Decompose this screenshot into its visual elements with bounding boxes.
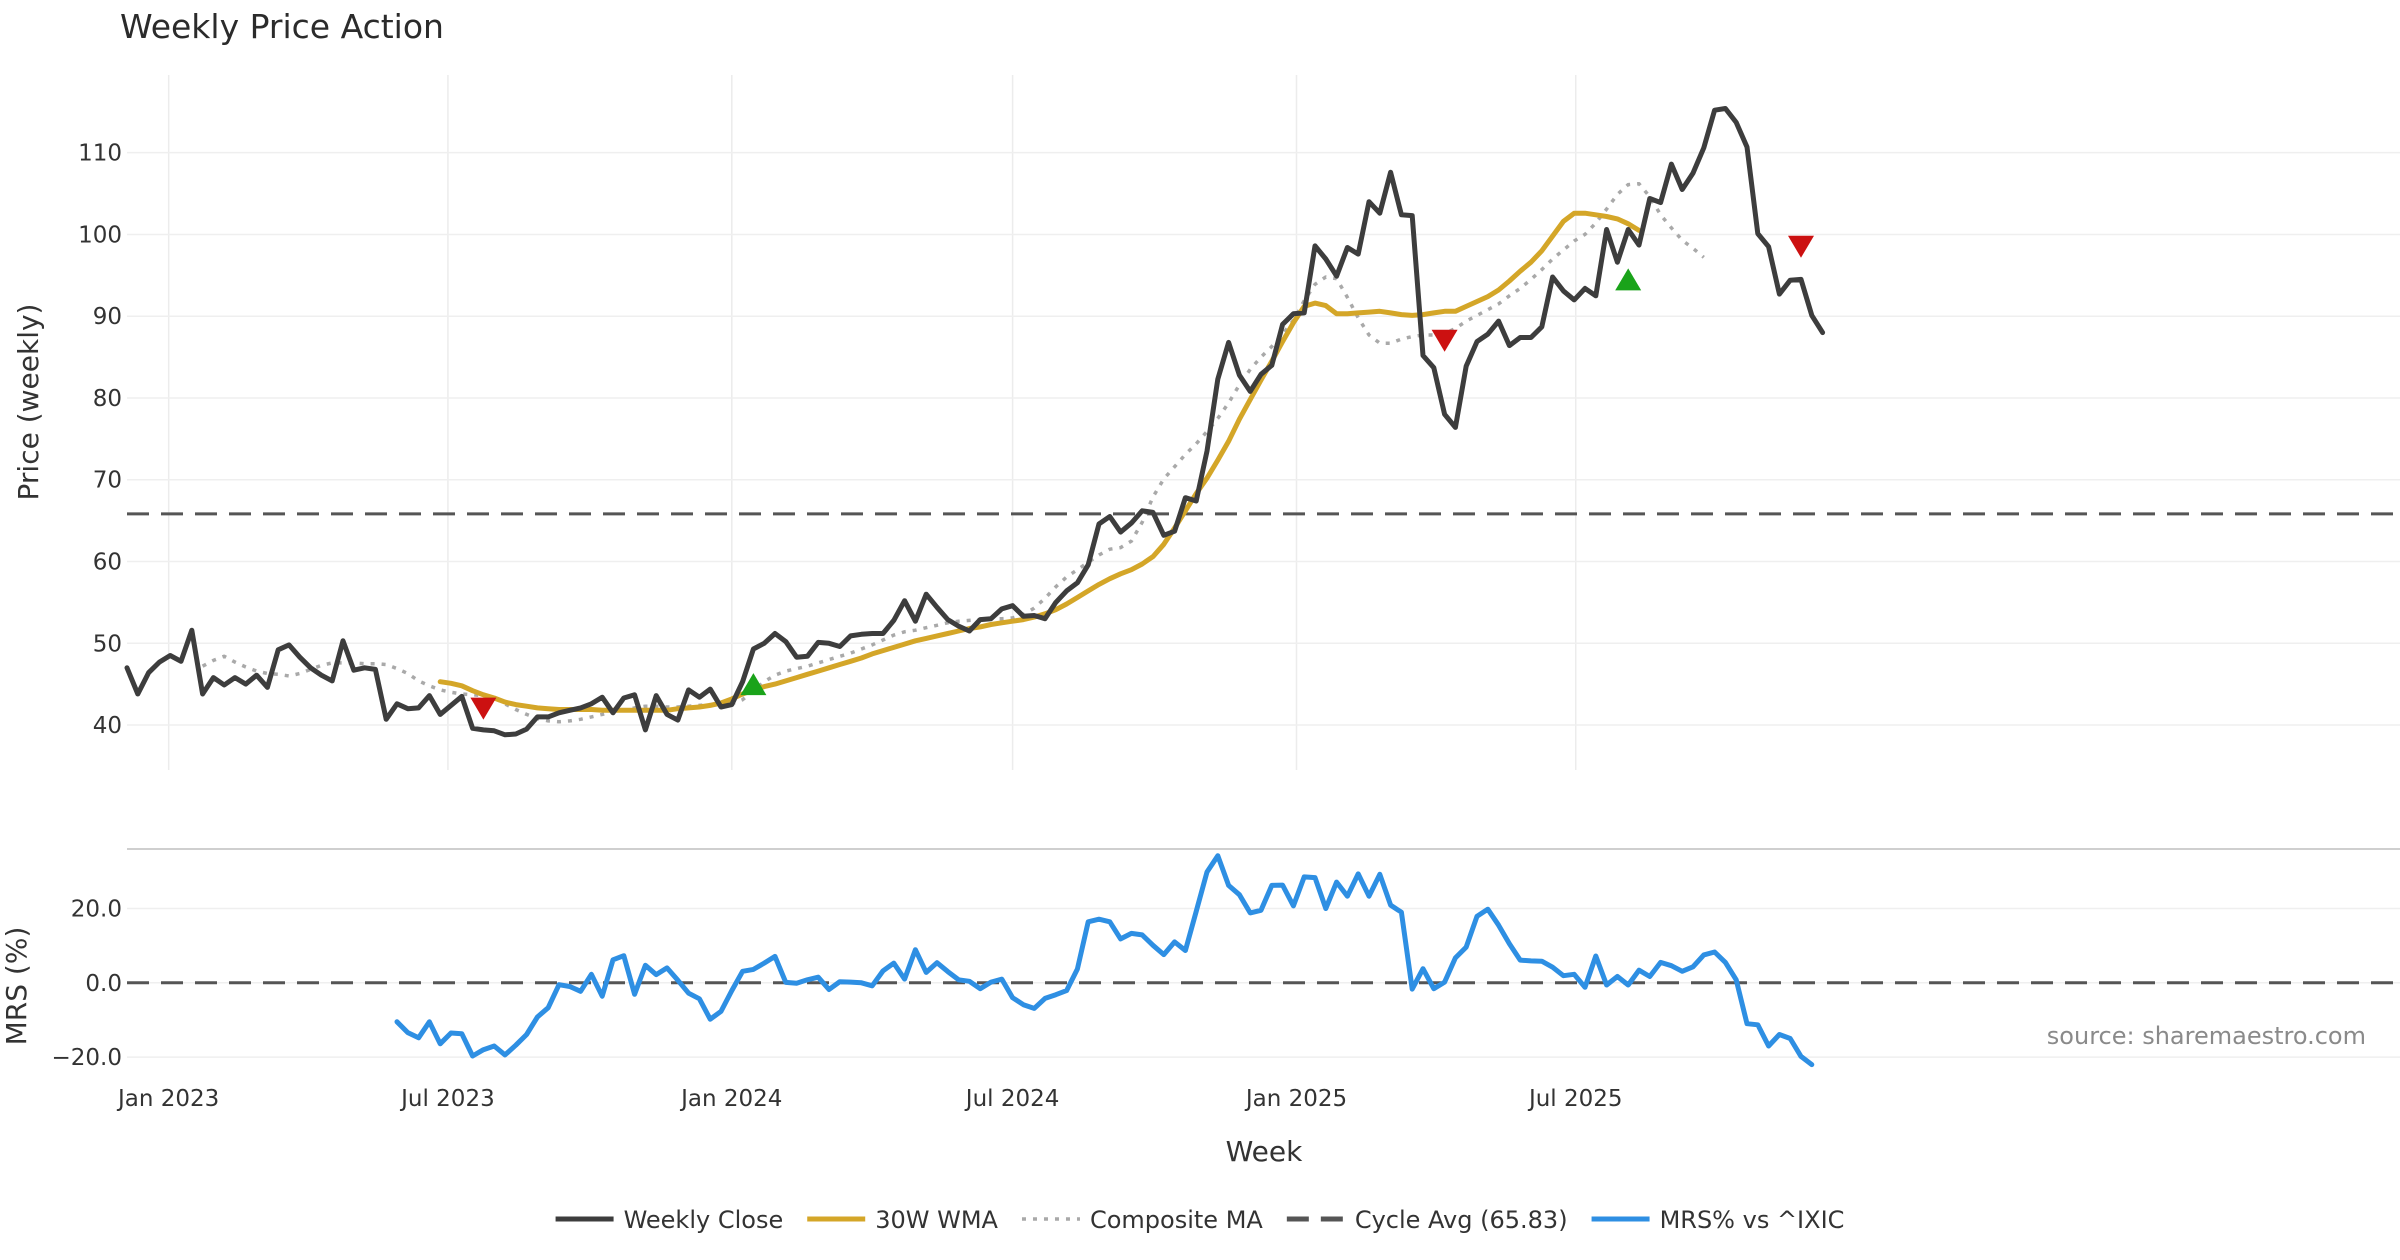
price-ytick-label-1: 50 xyxy=(93,631,122,657)
legend-label-mrs-vs-ixic: MRS% vs ^IXIC xyxy=(1660,1206,1845,1234)
legend-label-cycle-avg-65-83: Cycle Avg (65.83) xyxy=(1355,1206,1568,1234)
series-30w-wma xyxy=(437,210,1642,713)
x-tick-label-0: Jan 2023 xyxy=(116,1086,219,1112)
x-axis-title: Week xyxy=(1226,1135,1303,1168)
price-ytick-label-6: 100 xyxy=(78,222,122,248)
source-note: source: sharemaestro.com xyxy=(2047,1022,2366,1050)
price-ytick-label-3: 70 xyxy=(93,468,122,494)
x-tick-label-5: Jul 2025 xyxy=(1527,1086,1623,1112)
legend-label-composite-ma: Composite MA xyxy=(1090,1206,1263,1234)
buy-signal-marker-1 xyxy=(740,673,767,696)
buy-signal-marker-3 xyxy=(1615,268,1642,291)
legend: Weekly Close 30W WMA Composite MA Cycle Avg… xyxy=(555,1206,1845,1234)
price-axis-title: Price (weekly) xyxy=(12,304,45,501)
legend-label-weekly-close: Weekly Close xyxy=(624,1206,784,1234)
sell-signal-marker-0 xyxy=(470,697,497,720)
x-tick-labels: Jan 2023 Jul 2023 Jan 2024 Jul 2024 Jan 2025… xyxy=(116,1086,1623,1112)
price-ytick-label-7: 110 xyxy=(78,141,122,167)
legend-label-30w-wma: 30W WMA xyxy=(875,1206,998,1234)
series-weekly-close xyxy=(124,106,1826,738)
sell-signal-marker-2 xyxy=(1431,329,1458,352)
price-ytick-label-2: 60 xyxy=(93,550,122,576)
x-tick-label-2: Jan 2024 xyxy=(679,1086,782,1112)
price-ytick-label-5: 90 xyxy=(93,304,122,330)
series-mrs-vs-ixic xyxy=(394,853,1815,1068)
mrs-axis-title: MRS (%) xyxy=(0,927,33,1046)
data-series xyxy=(124,106,1826,1068)
x-tick-label-3: Jul 2024 xyxy=(964,1086,1060,1112)
sell-signal-marker-4 xyxy=(1788,235,1814,258)
series-composite-ma xyxy=(201,181,1705,724)
chart-title: Weekly Price Action xyxy=(120,7,444,46)
reference-lines xyxy=(127,512,2400,985)
mrs-ytick-label-1: 0.0 xyxy=(85,971,122,997)
mrs-ytick-label-0: −20.0 xyxy=(52,1045,122,1071)
signal-markers xyxy=(470,235,1814,720)
price-ytick-label-4: 80 xyxy=(93,386,122,412)
y-tick-labels: 40 50 60 70 80 90 100 110 −20.0 0.0 20.0 xyxy=(52,141,122,1071)
x-tick-label-1: Jul 2023 xyxy=(399,1086,495,1112)
x-tick-label-4: Jan 2025 xyxy=(1244,1086,1347,1112)
price-ytick-label-0: 40 xyxy=(93,713,122,739)
mrs-ytick-label-2: 20.0 xyxy=(71,896,122,922)
